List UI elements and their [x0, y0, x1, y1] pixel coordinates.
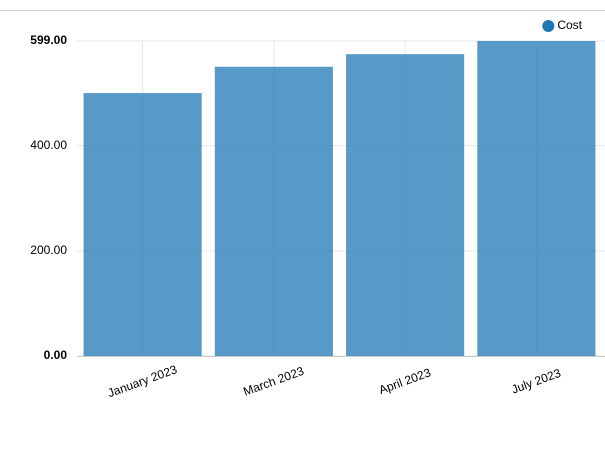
legend-marker [542, 20, 555, 32]
bar [477, 41, 596, 356]
x-tick-label: January 2023 [106, 362, 179, 400]
x-tick-label: July 2023 [510, 366, 563, 397]
bar [346, 54, 465, 356]
x-tick-label: March 2023 [241, 364, 306, 399]
bar [214, 66, 333, 356]
legend-label: Cost [557, 18, 582, 32]
x-tick-label: April 2023 [377, 365, 433, 397]
bar [83, 93, 202, 356]
y-tick-label: 200.00 [30, 243, 67, 257]
y-tick-label: 400.00 [30, 138, 67, 152]
y-tick-label: 599.00 [30, 33, 67, 47]
y-tick-label: 0.00 [44, 348, 68, 362]
